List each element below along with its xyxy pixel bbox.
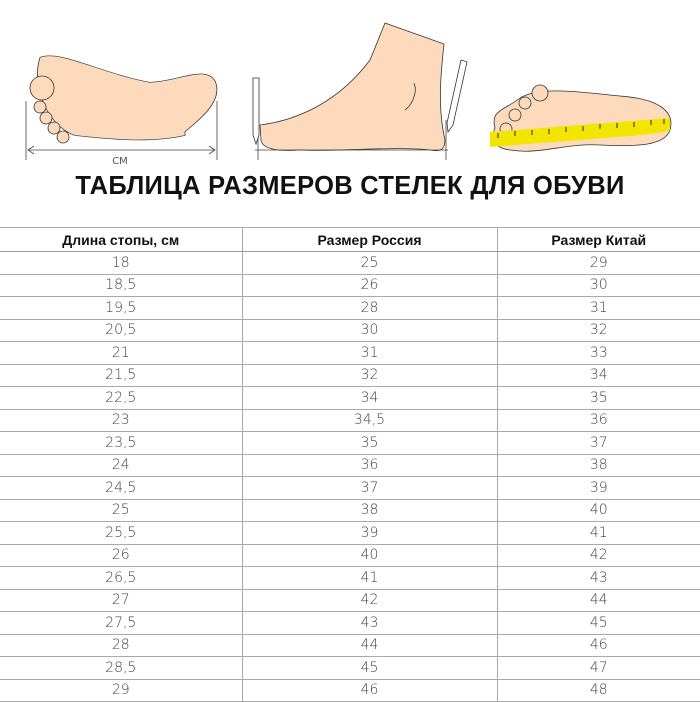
foot-length-cell: 18,5 — [0, 274, 242, 297]
russia-size-cell: 43 — [241, 611, 497, 635]
russia-size-cell: 31 — [241, 341, 497, 365]
foot-length-cell: 24,5 — [0, 476, 242, 500]
foot-length-cell: 25,5 — [0, 521, 242, 545]
russia-size-cell: 39 — [241, 521, 497, 545]
table-row: 18,5 26 30 — [0, 274, 700, 297]
russia-size-cell: 34,5 — [241, 409, 497, 432]
russia-size-cell: 44 — [241, 634, 497, 657]
china-size-cell: 44 — [496, 589, 700, 612]
china-size-cell: 29 — [496, 251, 700, 275]
length-arrow — [25, 101, 218, 160]
table-row: 21 31 33 — [0, 341, 700, 365]
russia-size-cell: 46 — [241, 679, 497, 702]
table-row: 25 38 40 — [0, 499, 700, 522]
foot-length-cell: 19,5 — [0, 296, 242, 320]
china-size-cell: 40 — [496, 499, 700, 522]
foot-length-cell: 23,5 — [0, 431, 242, 455]
china-size-cell: 39 — [496, 476, 700, 500]
table-row: 27 42 44 — [0, 589, 700, 612]
table-header-row: Длина стопы, см Размер Россия Размер Кит… — [0, 227, 700, 252]
china-size-cell: 48 — [496, 679, 700, 702]
russia-size-cell: 32 — [241, 364, 497, 387]
china-size-cell: 35 — [496, 386, 700, 410]
russia-size-cell: 38 — [241, 499, 497, 522]
russia-size-cell: 34 — [241, 386, 497, 410]
russia-size-cell: 40 — [241, 544, 497, 567]
table-row: 18 25 29 — [0, 251, 700, 275]
table-row: 28 44 46 — [0, 634, 700, 657]
russia-size-cell: 45 — [241, 656, 497, 680]
table-row: 25,5 39 41 — [0, 521, 700, 545]
table-row: 27,5 43 45 — [0, 611, 700, 635]
insole-ruler-icon — [490, 84, 672, 152]
russia-size-cell: 37 — [241, 476, 497, 500]
china-size-cell: 43 — [496, 566, 700, 590]
china-size-cell: 31 — [496, 296, 700, 320]
russia-size-cell: 35 — [241, 431, 497, 455]
china-size-cell: 45 — [496, 611, 700, 635]
table-row: 23 34,5 36 — [0, 409, 700, 432]
china-size-cell: 47 — [496, 656, 700, 680]
china-size-cell: 41 — [496, 521, 700, 545]
foot-length-cell: 21 — [0, 341, 242, 365]
china-size-cell: 42 — [496, 544, 700, 567]
foot-length-cell: 27,5 — [0, 611, 242, 635]
table-row: 28,5 45 47 — [0, 656, 700, 680]
table-row: 23,5 35 37 — [0, 431, 700, 455]
foot-length-cell: 18 — [0, 251, 242, 275]
header-china-size: Размер Китай — [496, 227, 700, 252]
table-row: 19,5 28 31 — [0, 296, 700, 320]
russia-size-cell: 41 — [241, 566, 497, 590]
table-row: 26,5 41 43 — [0, 566, 700, 590]
china-size-cell: 46 — [496, 634, 700, 657]
russia-size-cell: 36 — [241, 454, 497, 477]
foot-length-cell: 28 — [0, 634, 242, 657]
size-table: Длина стопы, см Размер Россия Размер Кит… — [0, 227, 700, 702]
header-foot-length: Длина стопы, см — [0, 227, 242, 252]
unit-label: СМ — [112, 156, 128, 167]
header-russia-size: Размер Россия — [241, 227, 497, 252]
foot-length-cell: 27 — [0, 589, 242, 612]
china-size-cell: 36 — [496, 409, 700, 432]
table-row: 24,5 37 39 — [0, 476, 700, 500]
china-size-cell: 38 — [496, 454, 700, 477]
foot-length-cell: 23 — [0, 409, 242, 432]
table-row: 24 36 38 — [0, 454, 700, 477]
table-row: 21,5 32 34 — [0, 364, 700, 387]
pencil-icon — [252, 59, 468, 146]
foot-length-cell: 26 — [0, 544, 242, 567]
table-row: 26 40 42 — [0, 544, 700, 567]
table-row: 20,5 30 32 — [0, 319, 700, 342]
china-size-cell: 37 — [496, 431, 700, 455]
china-size-cell: 30 — [496, 274, 700, 297]
foot-sole-icon — [29, 55, 218, 144]
russia-size-cell: 25 — [241, 251, 497, 275]
china-size-cell: 33 — [496, 341, 700, 365]
foot-length-cell: 26,5 — [0, 566, 242, 590]
table-row: 22,5 34 35 — [0, 386, 700, 410]
foot-length-cell: 29 — [0, 679, 242, 702]
russia-size-cell: 30 — [241, 319, 497, 342]
foot-length-cell: 25 — [0, 499, 242, 522]
foot-length-cell: 24 — [0, 454, 242, 477]
china-size-cell: 32 — [496, 319, 700, 342]
page-title: ТАБЛИЦА РАЗМЕРОВ СТЕЛЕК ДЛЯ ОБУВИ — [75, 172, 625, 200]
foot-length-cell: 28,5 — [0, 656, 242, 680]
russia-size-cell: 42 — [241, 589, 497, 612]
foot-length-cell: 21,5 — [0, 364, 242, 387]
russia-size-cell: 28 — [241, 296, 497, 320]
russia-size-cell: 26 — [241, 274, 497, 297]
foot-length-cell: 20,5 — [0, 319, 242, 342]
foot-side-icon — [255, 22, 448, 160]
china-size-cell: 34 — [496, 364, 700, 387]
foot-length-cell: 22,5 — [0, 386, 242, 410]
table-row: 29 46 48 — [0, 679, 700, 702]
foot-measurement-illustration: СМ — [25, 22, 672, 167]
